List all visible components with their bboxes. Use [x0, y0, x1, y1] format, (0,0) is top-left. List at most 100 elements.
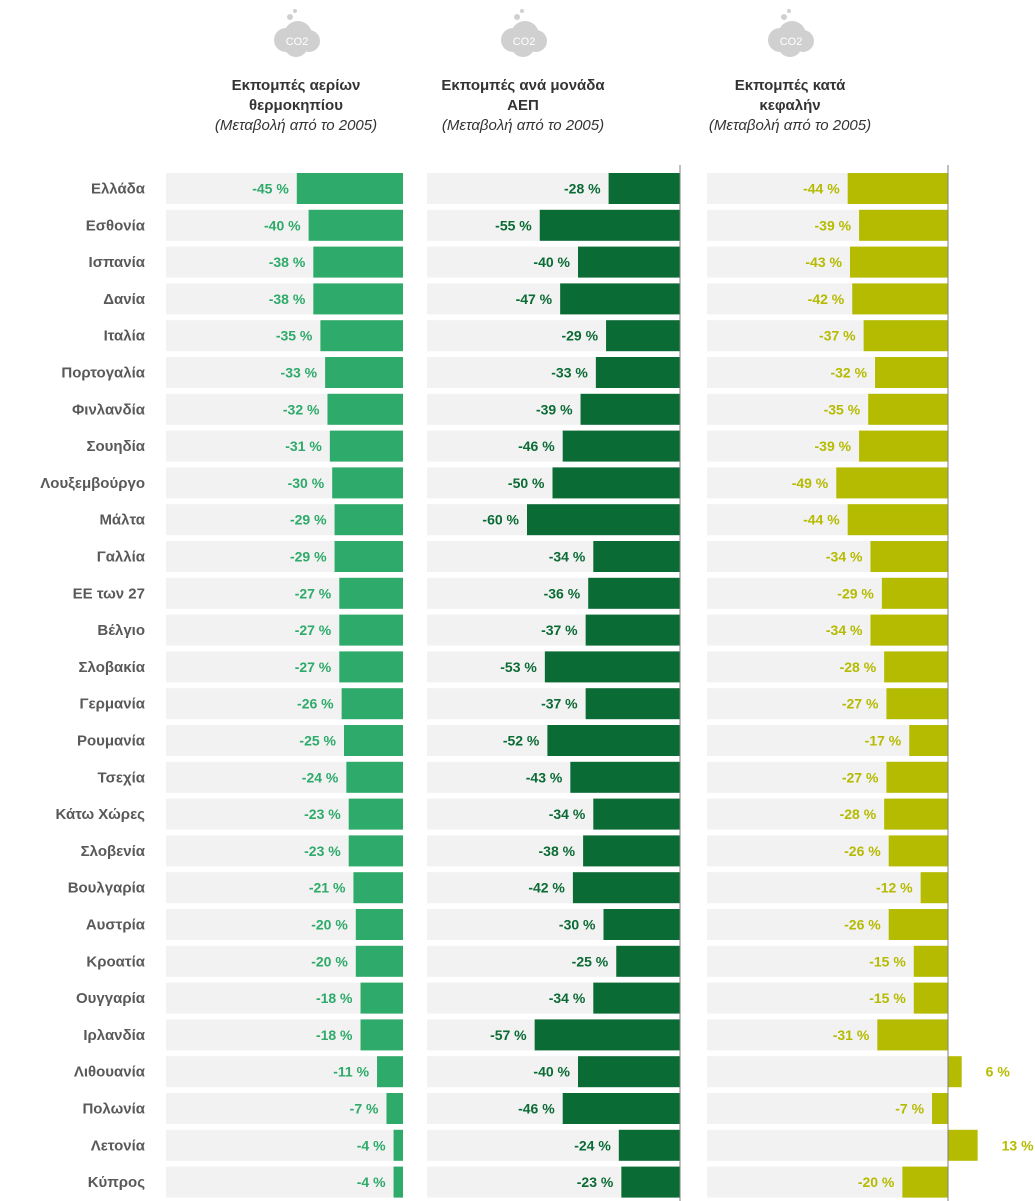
bar: [339, 577, 403, 609]
data-label: -7 %: [350, 1101, 379, 1117]
bar: [888, 835, 948, 867]
bar: [339, 614, 403, 646]
bar: [859, 430, 948, 462]
data-label: -34 %: [549, 990, 586, 1006]
country-label: Γαλλία: [97, 549, 146, 566]
data-label: -53 %: [500, 659, 537, 675]
data-label: -37 %: [541, 696, 578, 712]
bar: [346, 761, 403, 793]
data-label: -21 %: [309, 880, 346, 896]
bar: [863, 320, 948, 352]
bar: [595, 357, 680, 388]
data-label: -32 %: [830, 365, 867, 381]
data-label: -38 %: [269, 291, 306, 307]
data-label: -45 %: [252, 181, 289, 197]
bar-track: [707, 945, 948, 977]
bar: [527, 504, 680, 536]
co2-cloud-icon: CO2: [768, 9, 814, 57]
data-label: -37 %: [819, 328, 856, 344]
bar: [849, 246, 948, 278]
country-label: Κροατία: [86, 953, 145, 970]
data-label: -38 %: [539, 843, 576, 859]
panel-header-1: Εκπομπές αερίων θερμοκηπίου (Μεταβολή από …: [166, 76, 426, 136]
bar: [932, 1093, 948, 1124]
country-label: Σλοβενία: [81, 843, 146, 860]
bar: [313, 246, 403, 278]
bar: [847, 504, 948, 536]
bar: [296, 173, 403, 204]
bar: [360, 1019, 403, 1051]
data-label: -43 %: [526, 769, 563, 785]
data-label: -28 %: [564, 181, 601, 197]
bar: [560, 283, 680, 315]
co2-icon-label: CO2: [780, 36, 803, 48]
bar: [884, 651, 948, 683]
data-label: -57 %: [490, 1027, 527, 1043]
country-label: Ρουμανία: [77, 733, 146, 750]
country-label: Πολωνία: [82, 1101, 145, 1118]
bar: [353, 872, 403, 904]
bar: [360, 982, 403, 1014]
bar: [539, 209, 680, 241]
data-label: -15 %: [869, 953, 906, 969]
co2-icon-label: CO2: [286, 36, 309, 48]
bar: [572, 872, 680, 904]
data-label: -20 %: [858, 1174, 895, 1190]
data-label: -40 %: [533, 254, 570, 270]
data-label: -26 %: [297, 696, 334, 712]
country-label: Ουγγαρία: [76, 990, 146, 1007]
data-label: -27 %: [295, 585, 332, 601]
country-label: Ελλάδα: [91, 181, 146, 198]
data-label: 6 %: [986, 1064, 1011, 1080]
bar: [913, 945, 948, 977]
panel-title-line: θερμοκηπίου: [249, 97, 343, 114]
country-label: Σουηδία: [86, 438, 145, 455]
country-label: Δανία: [103, 291, 146, 308]
co2-cloud-icon: CO2: [501, 9, 547, 57]
country-label: Ισπανία: [89, 254, 146, 271]
bar: [948, 1129, 978, 1161]
country-label: Λιθουανία: [74, 1064, 146, 1081]
bar: [875, 357, 948, 388]
data-label: -35 %: [276, 328, 313, 344]
data-label: -15 %: [869, 990, 906, 1006]
country-label: Αυστρία: [86, 917, 146, 934]
bar: [348, 798, 403, 830]
bar: [868, 393, 948, 425]
bar: [534, 1019, 680, 1051]
country-label: Πορτογαλία: [61, 365, 145, 382]
data-label: -35 %: [824, 401, 861, 417]
data-label: -50 %: [508, 475, 545, 491]
data-label: -23 %: [304, 806, 341, 822]
data-label: -20 %: [311, 953, 348, 969]
data-label: -24 %: [574, 1137, 611, 1153]
bar: [547, 725, 680, 756]
panel-subtitle: (Μεταβολή από το 2005): [708, 117, 872, 134]
bar: [325, 357, 403, 388]
data-label: -44 %: [803, 181, 840, 197]
data-label: -52 %: [503, 733, 540, 749]
bar-track: [166, 1093, 403, 1124]
bar: [329, 430, 403, 462]
data-label: -12 %: [876, 880, 913, 896]
data-label: -34 %: [549, 806, 586, 822]
data-label: -31 %: [285, 438, 322, 454]
country-label: Μάλτα: [99, 512, 145, 529]
data-label: -27 %: [295, 622, 332, 638]
data-label: -23 %: [577, 1174, 614, 1190]
bar: [593, 541, 680, 572]
data-label: -32 %: [283, 401, 320, 417]
data-label: -34 %: [826, 549, 863, 565]
data-label: -24 %: [302, 769, 339, 785]
country-label: Κάτω Χώρες: [55, 806, 145, 823]
bar: [588, 577, 680, 609]
data-label: -11 %: [333, 1064, 369, 1080]
data-label: -33 %: [551, 365, 588, 381]
bar: [847, 173, 948, 204]
data-label: -18 %: [316, 1027, 353, 1043]
bar-track: [707, 872, 948, 904]
data-label: -40 %: [533, 1064, 570, 1080]
bar: [886, 761, 948, 793]
bar: [888, 909, 948, 940]
